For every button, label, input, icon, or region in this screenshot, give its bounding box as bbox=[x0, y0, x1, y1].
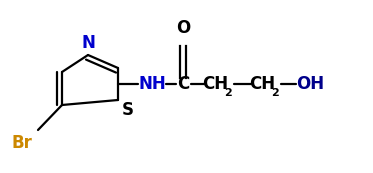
Text: NH: NH bbox=[138, 75, 166, 93]
Text: Br: Br bbox=[12, 134, 32, 152]
Text: N: N bbox=[81, 34, 95, 52]
Text: C: C bbox=[177, 75, 189, 93]
Text: CH: CH bbox=[249, 75, 275, 93]
Text: OH: OH bbox=[296, 75, 324, 93]
Text: O: O bbox=[176, 19, 190, 37]
Text: CH: CH bbox=[202, 75, 228, 93]
Text: 2: 2 bbox=[271, 88, 279, 98]
Text: S: S bbox=[122, 101, 134, 119]
Text: 2: 2 bbox=[224, 88, 232, 98]
